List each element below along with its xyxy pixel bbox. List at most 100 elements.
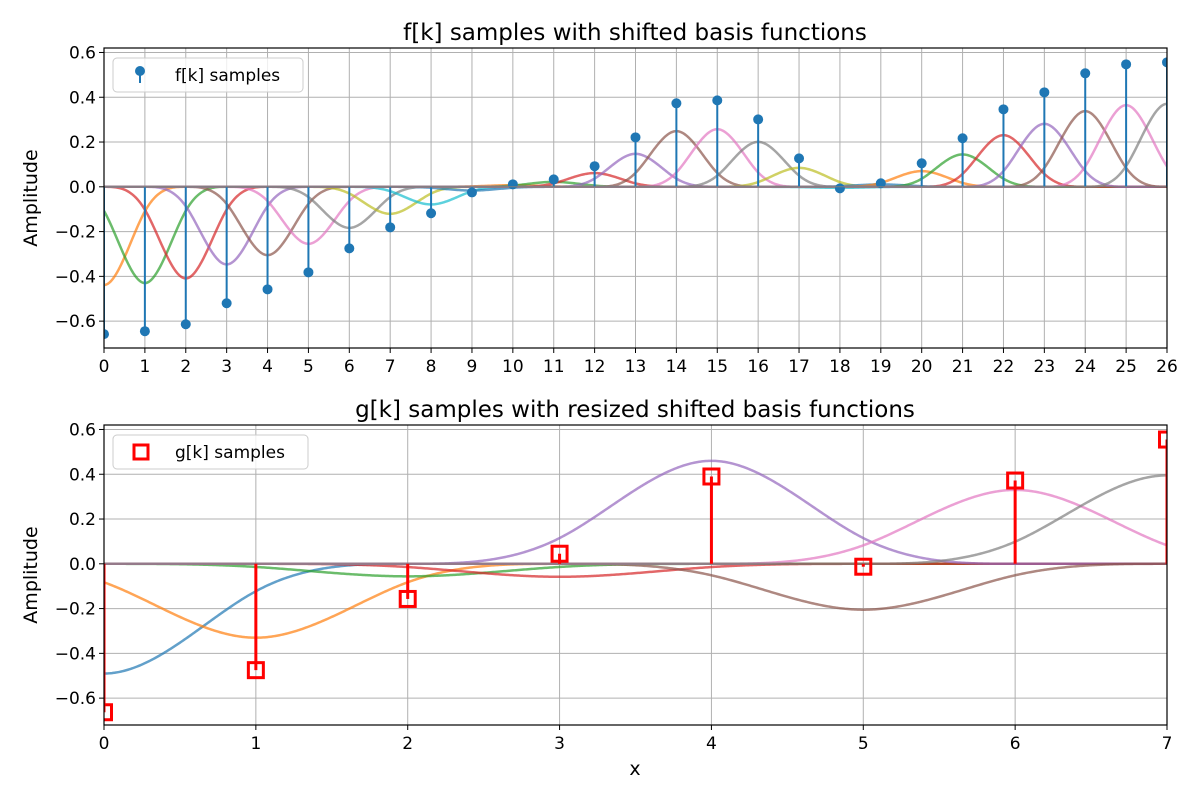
y-tick-label: −0.6 <box>55 312 96 332</box>
stem-marker <box>671 98 682 109</box>
stem-marker <box>712 95 723 106</box>
x-tick-label: 15 <box>706 357 728 377</box>
legend-marker-icon <box>132 443 150 461</box>
y-tick-label: 0.2 <box>69 510 96 530</box>
stem-marker <box>1121 59 1132 70</box>
x-tick-label: 17 <box>788 357 810 377</box>
legend-label: g[k] samples <box>175 443 285 463</box>
stem-marker <box>180 319 191 330</box>
x-tick-label: 13 <box>625 357 647 377</box>
stem-marker-square <box>1158 430 1167 449</box>
x-tick-label: 1 <box>139 357 150 377</box>
bottom-chart-title: g[k] samples with resized shifted basis … <box>355 397 915 423</box>
stem-marker-square <box>854 557 873 576</box>
x-tick-label: 16 <box>747 357 769 377</box>
bottom-x-axis-label: x <box>629 758 640 780</box>
legend: g[k] samples <box>112 434 309 470</box>
y-tick-label: 0.2 <box>69 133 96 153</box>
stem-marker-square <box>104 703 113 722</box>
y-tick-label: 0.6 <box>69 420 96 440</box>
x-tick-label: 1 <box>250 734 261 754</box>
x-tick-label: 9 <box>467 357 478 377</box>
stem-marker <box>104 329 109 340</box>
stem-marker <box>262 284 273 295</box>
x-tick-label: 10 <box>502 357 524 377</box>
x-tick-label: 4 <box>706 734 717 754</box>
basis-function-line <box>104 474 1167 566</box>
x-tick-label: 22 <box>993 357 1015 377</box>
stem-marker-square <box>702 467 721 486</box>
top-axes: f[k] samples with shifted basis function… <box>20 20 1178 377</box>
y-tick-label: 0.6 <box>69 43 96 63</box>
x-tick-label: 2 <box>180 357 191 377</box>
stem-marker <box>834 183 845 194</box>
stem-marker-square <box>1006 471 1025 490</box>
y-tick-label: −0.4 <box>55 644 96 664</box>
x-tick-label: 26 <box>1156 357 1178 377</box>
stem-marker <box>957 133 968 144</box>
x-tick-label: 5 <box>303 357 314 377</box>
stem-marker <box>916 158 927 169</box>
x-tick-label: 25 <box>1115 357 1137 377</box>
x-tick-label: 4 <box>262 357 273 377</box>
stem-marker <box>385 222 396 233</box>
y-tick-label: −0.2 <box>55 223 96 243</box>
x-tick-label: 0 <box>99 734 110 754</box>
axes-frame <box>103 424 1168 726</box>
stem-marker <box>998 104 1009 115</box>
x-tick-label: 2 <box>402 734 413 754</box>
x-tick-label: 0 <box>99 357 110 377</box>
stem-marker <box>426 208 437 219</box>
stem-marker <box>303 267 314 278</box>
y-tick-label: −0.4 <box>55 267 96 287</box>
y-tick-label: −0.2 <box>55 600 96 620</box>
y-tick-label: 0.4 <box>69 88 96 108</box>
bottom-axes: g[k] samples with resized shifted basis … <box>20 397 1173 780</box>
x-tick-label: 3 <box>221 357 232 377</box>
x-tick-label: 3 <box>554 734 565 754</box>
stem-marker <box>753 114 764 125</box>
stem-marker <box>1162 57 1167 68</box>
x-tick-label: 24 <box>1074 357 1096 377</box>
legend-marker-icon <box>135 66 145 76</box>
stem-marker <box>589 161 600 172</box>
y-tick-label: 0.4 <box>69 465 96 485</box>
y-tick-label: 0.0 <box>69 555 96 575</box>
stem-marker <box>139 326 150 337</box>
stem-marker <box>875 178 886 189</box>
stem-marker <box>1080 68 1091 79</box>
stem-marker-square <box>398 589 417 608</box>
top-chart-title: f[k] samples with shifted basis function… <box>403 20 867 46</box>
legend: f[k] samples <box>112 57 304 93</box>
x-tick-label: 19 <box>870 357 892 377</box>
x-tick-label: 12 <box>584 357 606 377</box>
stem-marker <box>344 243 355 254</box>
plot-area <box>104 57 1167 340</box>
stem-marker <box>630 132 641 143</box>
x-tick-label: 5 <box>858 734 869 754</box>
stem-marker <box>1039 87 1050 98</box>
y-tick-label: −0.6 <box>55 689 96 709</box>
x-tick-label: 21 <box>952 357 974 377</box>
x-tick-label: 6 <box>1010 734 1021 754</box>
stem-marker <box>221 298 232 309</box>
x-tick-label: 11 <box>543 357 565 377</box>
x-tick-label: 20 <box>911 357 933 377</box>
x-tick-label: 7 <box>385 357 396 377</box>
stem-marker <box>507 179 518 190</box>
x-tick-label: 18 <box>829 357 851 377</box>
bottom-y-axis-label: Amplitude <box>20 526 42 623</box>
x-tick-label: 8 <box>426 357 437 377</box>
top-y-axis-label: Amplitude <box>20 149 42 246</box>
stem-marker <box>466 187 477 198</box>
stem-marker-square <box>246 661 265 680</box>
stem-marker-square <box>550 544 569 563</box>
legend-box <box>112 57 304 93</box>
x-tick-label: 23 <box>1034 357 1056 377</box>
y-tick-label: 0.0 <box>69 178 96 198</box>
stem-marker <box>548 174 559 185</box>
x-tick-label: 14 <box>666 357 688 377</box>
x-tick-label: 7 <box>1162 734 1173 754</box>
